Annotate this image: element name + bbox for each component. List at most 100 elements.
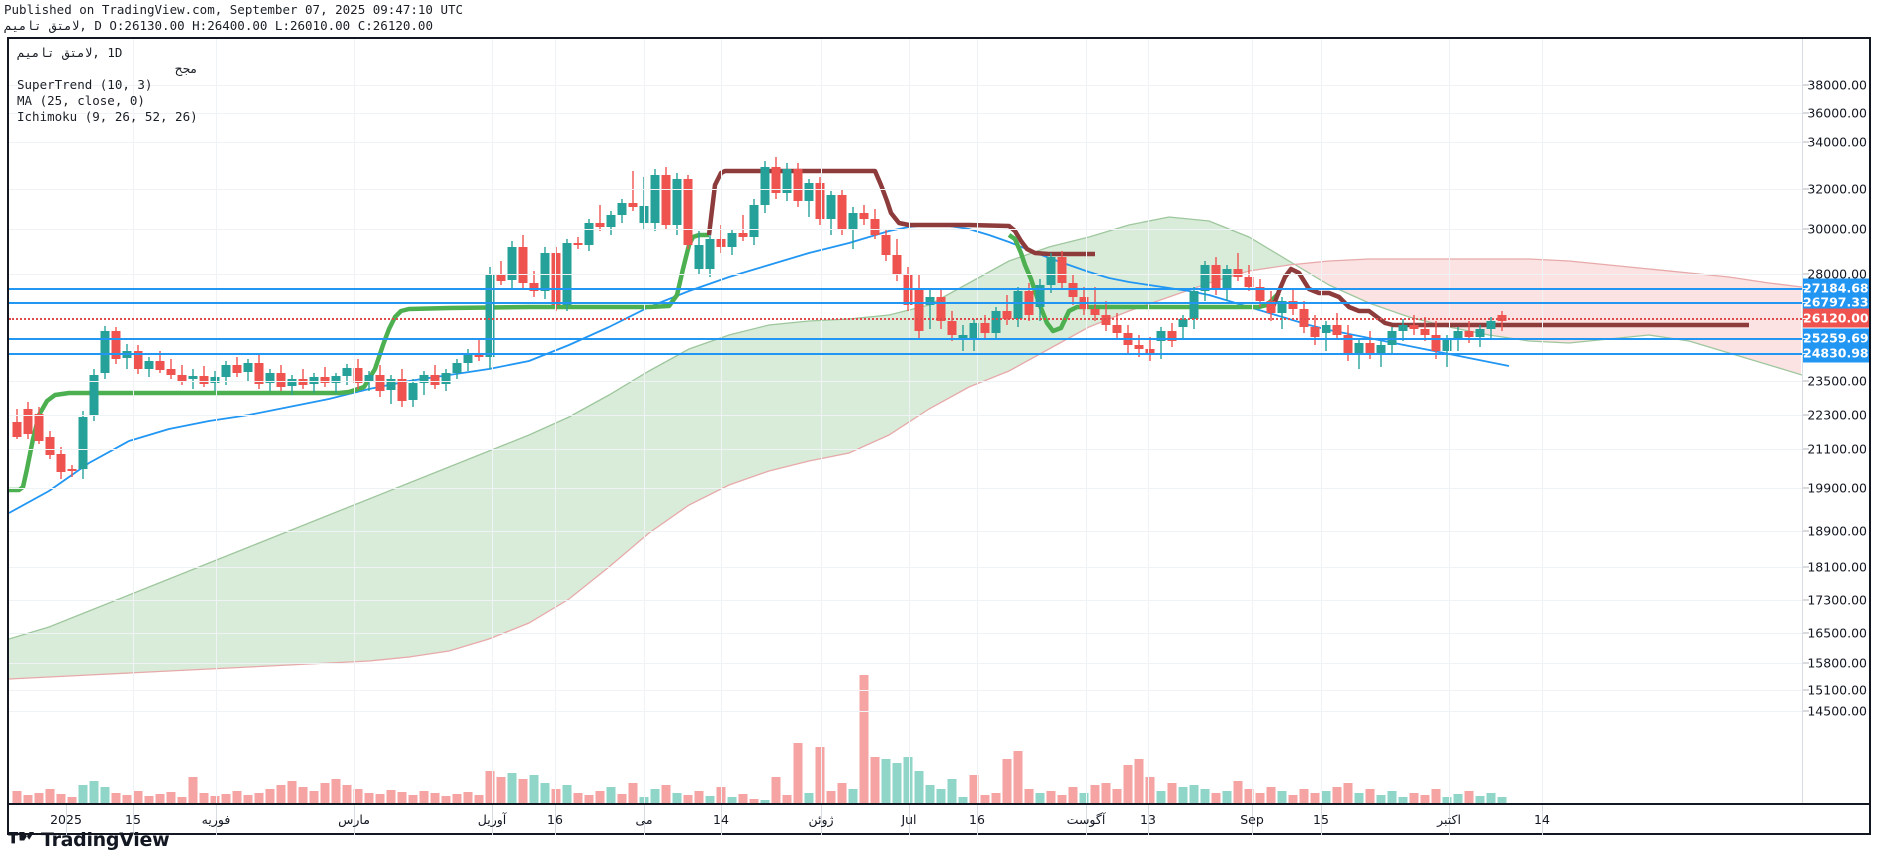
price-badge[interactable]: 24830.98: [1803, 343, 1869, 363]
gridline-v: [1542, 39, 1543, 803]
price-tick-label: 21100.00: [1807, 441, 1867, 457]
candle-body: [1409, 325, 1419, 329]
gridline-h: [9, 113, 1802, 114]
supertrend-down: [706, 168, 1095, 257]
volume-bar: [1167, 783, 1177, 803]
volume-bar: [1354, 793, 1364, 803]
volume-bar: [1123, 765, 1133, 803]
volume-bar: [298, 787, 308, 803]
volume-bar: [738, 794, 748, 803]
candle-body: [1343, 335, 1353, 355]
volume-bar: [606, 787, 616, 803]
volume-bar: [188, 777, 198, 803]
price-line[interactable]: [9, 353, 1802, 355]
price-axis[interactable]: 38000.00 36000.00 34000.00 32000.00 30000.00…: [1802, 39, 1871, 803]
price-badge[interactable]: 26797.33: [1803, 292, 1869, 312]
price-badge[interactable]: 26120.00: [1803, 308, 1869, 328]
time-axis[interactable]: 2025 15 فوریه مارس آوریل 16 می 14 ژوئن Jul 16 آگوست…: [7, 805, 1871, 835]
candle-body: [837, 195, 847, 229]
price-tick-label: 28000.00: [1807, 266, 1867, 282]
candle-body: [408, 383, 418, 400]
legend-ichimoku[interactable]: Ichimoku (9, 26, 52, 26): [17, 109, 198, 124]
candle-body: [199, 376, 209, 384]
volume-bar: [771, 777, 781, 803]
price-tick-mark: [1803, 710, 1809, 712]
legend-symbol: لامتق تامیم: [17, 45, 93, 60]
time-tick-separator: [1542, 805, 1543, 835]
volume-bar: [331, 779, 341, 803]
candle-body: [628, 203, 638, 207]
volume-bar: [1420, 795, 1430, 803]
volume-bar: [177, 797, 187, 803]
candle-body: [188, 376, 198, 379]
price-line[interactable]: [9, 318, 1802, 320]
time-tick-separator: [1086, 805, 1087, 835]
time-tick-separator: [1252, 805, 1253, 835]
candlesticks: [12, 157, 1507, 479]
price-tick-label: 32000.00: [1807, 181, 1867, 197]
candle-body: [1057, 257, 1067, 283]
gridline-v: [492, 39, 493, 803]
gridline-v: [1148, 39, 1149, 803]
candle-body: [1090, 309, 1100, 315]
candle-body: [254, 363, 264, 384]
volume-bar: [1090, 785, 1100, 803]
volume-bar: [1068, 787, 1078, 803]
price-line[interactable]: [9, 338, 1802, 340]
legend-exchange: مجح: [175, 61, 198, 76]
volume-bar: [375, 794, 385, 803]
legend-supertrend[interactable]: SuperTrend (10, 3): [17, 77, 153, 92]
chart-plot-area[interactable]: لامتق تامیم, 1D مجح SuperTrend (10, 3) M…: [9, 39, 1802, 803]
price-badge-nub: [1803, 287, 1809, 289]
candle-body: [397, 379, 407, 401]
volume-bar: [1387, 791, 1397, 803]
candle-body: [419, 375, 429, 383]
volume-bar: [1013, 751, 1023, 803]
candle-body: [1277, 301, 1287, 313]
candle-body: [815, 183, 825, 219]
price-line[interactable]: [9, 288, 1802, 290]
volume-bar: [386, 790, 396, 803]
volume-bar: [936, 789, 946, 803]
volume-bar: [34, 793, 44, 803]
candle-body: [232, 365, 242, 373]
candle-body: [1376, 345, 1386, 353]
candle-body: [925, 297, 935, 305]
candle-body: [1354, 343, 1364, 355]
price-tick-mark: [1803, 112, 1809, 114]
gridline-h: [9, 449, 1802, 450]
volume-bar: [243, 795, 253, 803]
volume-bar: [837, 783, 847, 803]
candle-body: [936, 297, 946, 321]
volume-bars: [12, 675, 1507, 803]
candle-body: [1442, 339, 1452, 351]
legend-symbol-row[interactable]: لامتق تامیم, 1D: [17, 45, 198, 61]
candle-body: [1068, 283, 1078, 297]
volume-bar: [1233, 781, 1243, 803]
candle-body: [980, 323, 990, 333]
candle-body: [265, 373, 275, 383]
candle-body: [881, 235, 891, 255]
volume-bar: [430, 793, 440, 803]
volume-bar: [1486, 793, 1496, 803]
volume-bar: [529, 775, 539, 803]
time-tick-separator: [216, 805, 217, 835]
candle-body: [463, 353, 473, 363]
candle-body: [1420, 329, 1430, 335]
legend-ma[interactable]: MA (25, close, 0): [17, 93, 145, 108]
legend-interval-value: 1D: [107, 45, 123, 60]
time-tick-separator: [721, 805, 722, 835]
candle-body: [298, 379, 308, 385]
price-line[interactable]: [9, 302, 1802, 304]
volume-bar: [683, 795, 693, 803]
volume-bar: [441, 796, 451, 803]
gridline-h: [9, 690, 1802, 691]
price-tick-mark: [1803, 414, 1809, 416]
volume-bar: [133, 791, 143, 803]
candle-body: [78, 417, 88, 469]
candle-body: [1211, 265, 1221, 289]
price-tick-mark: [1803, 599, 1809, 601]
volume-bar: [122, 795, 132, 803]
candle-body: [100, 331, 110, 373]
price-badge[interactable]: 25259.69: [1803, 328, 1869, 348]
